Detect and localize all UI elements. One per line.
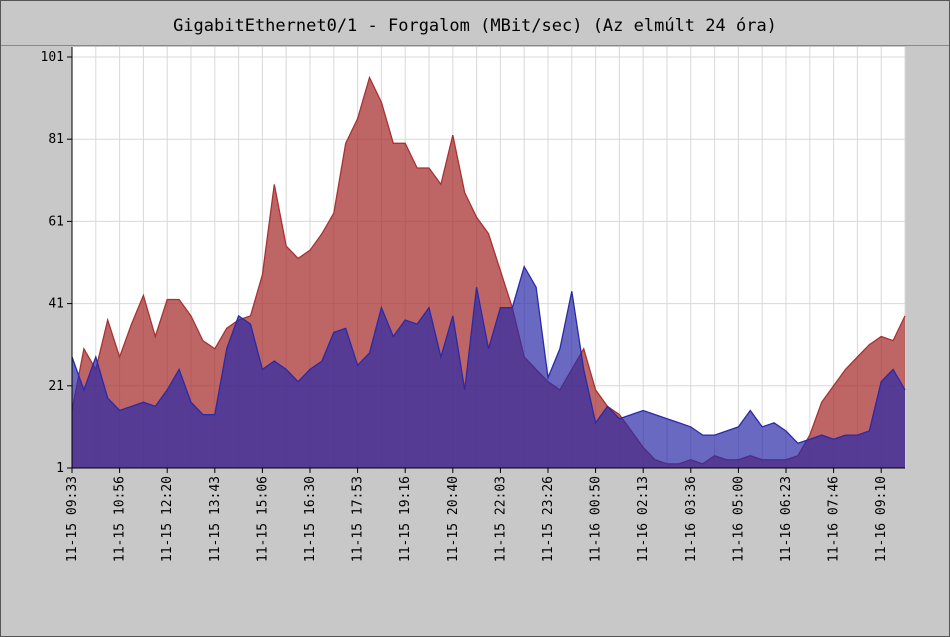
y-tick-label: 61 xyxy=(48,214,64,229)
y-tick-label: 101 xyxy=(41,50,64,65)
x-tick-label: 11-15 10:56 xyxy=(113,476,128,562)
x-tick-label: 11-15 12:20 xyxy=(160,476,175,562)
x-tick-label: 11-15 20:40 xyxy=(446,476,461,562)
x-tick-label: 11-15 23:26 xyxy=(541,476,556,562)
y-tick-label: 81 xyxy=(48,132,64,147)
x-tick-label: 11-15 17:53 xyxy=(351,476,366,562)
x-tick-label: 11-15 16:30 xyxy=(303,476,318,562)
x-tick-label: 11-16 06:23 xyxy=(779,476,794,562)
x-tick-label: 11-16 00:50 xyxy=(589,476,604,562)
y-tick-label: 41 xyxy=(48,297,64,312)
x-tick-label: 11-15 15:06 xyxy=(255,476,270,562)
x-tick-label: 11-16 09:10 xyxy=(874,476,889,562)
chart-title: GigabitEthernet0/1 - Forgalom (MBit/sec)… xyxy=(173,16,777,36)
x-tick-label: 11-16 07:46 xyxy=(827,476,842,562)
area xyxy=(72,266,905,468)
x-tick-label: 11-15 22:03 xyxy=(493,476,508,562)
line xyxy=(71,264,906,445)
y-tick-label: 21 xyxy=(48,379,64,394)
x-tick-label: 11-16 03:36 xyxy=(684,476,699,562)
x-tick-label: 11-15 13:43 xyxy=(208,476,223,562)
y-tick-label: 1 xyxy=(56,461,64,476)
x-tick-label: 11-15 19:16 xyxy=(398,476,413,562)
x-tick-label: 11-16 05:00 xyxy=(731,476,746,562)
x-tick-label: 11-16 02:13 xyxy=(636,476,651,562)
x-tick-label: 11-15 09:33 xyxy=(65,476,80,562)
